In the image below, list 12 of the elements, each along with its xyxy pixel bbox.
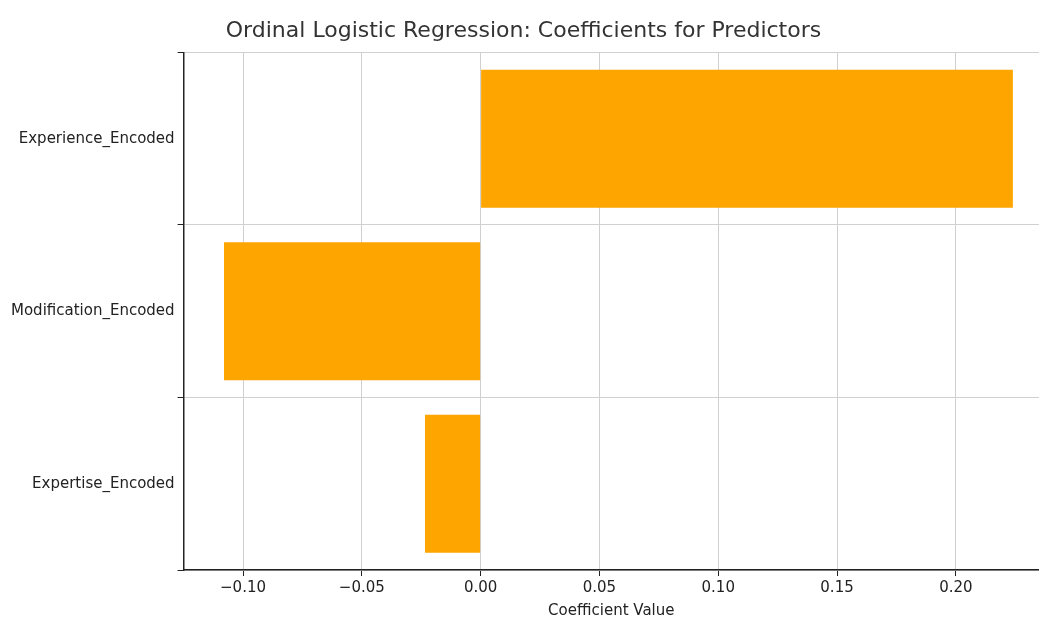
x-tick-label: 0.15 [820, 577, 854, 596]
y-tick-label: Expertise_Encoded [32, 473, 175, 493]
chart-title: Ordinal Logistic Regression: Coefficients for Predictors [225, 16, 822, 42]
y-tick-label: Modification_Encoded [11, 301, 175, 321]
x-tick-label: 0.05 [582, 577, 617, 596]
x-tick-label: 0.20 [939, 577, 973, 596]
x-tick-label: 0.10 [701, 577, 735, 596]
x-tick-label: −0.05 [338, 577, 385, 596]
x-axis-title: Coefficient Value [548, 600, 675, 619]
y-tick-label: Experience_Encoded [18, 128, 175, 148]
x-tick-label: −0.10 [220, 577, 266, 596]
x-tick-label: 0.00 [463, 577, 498, 596]
